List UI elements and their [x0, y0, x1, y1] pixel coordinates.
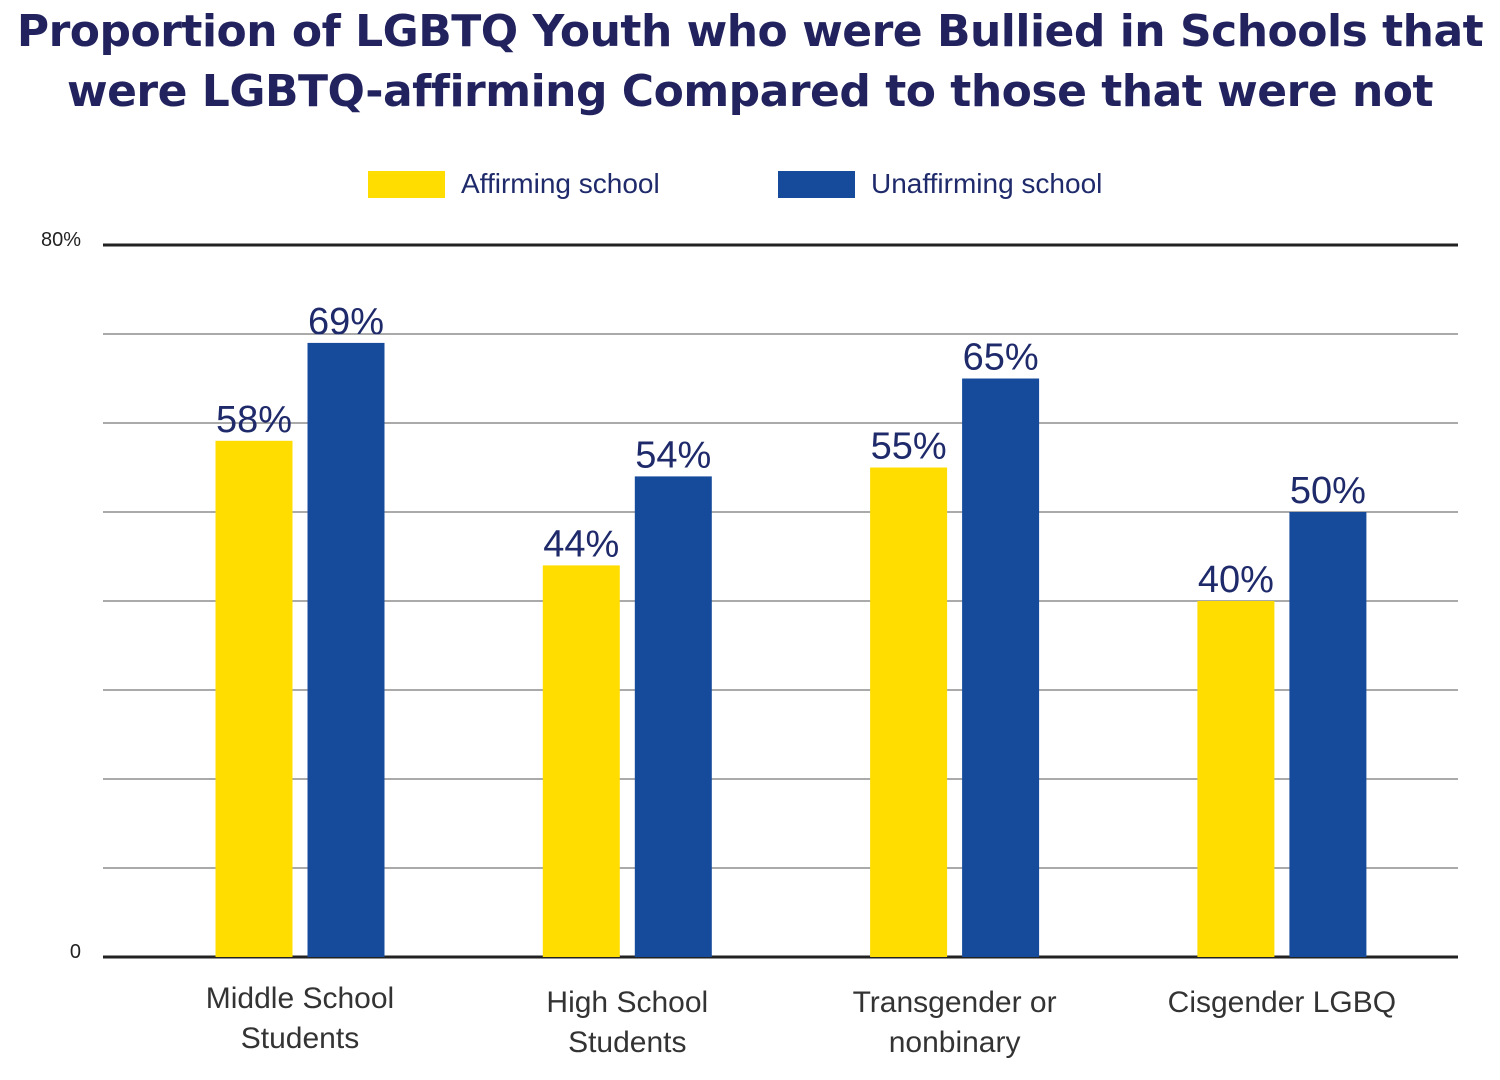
- x-tick-label: Middle School: [206, 982, 394, 1015]
- x-tick-label: Students: [568, 1026, 686, 1059]
- x-tick-label: High School: [546, 986, 708, 1019]
- title-line-1: Proportion of LGBTQ Youth who were Bulli…: [16, 6, 1484, 57]
- bar-unaffirming: [634, 476, 712, 957]
- y-tick-label: 0: [70, 941, 81, 963]
- bar-unaffirming: [307, 342, 385, 957]
- x-tick-label: nonbinary: [889, 1026, 1021, 1059]
- data-label: 40%: [1198, 559, 1274, 601]
- data-label: 65%: [963, 337, 1039, 379]
- data-label: 69%: [308, 301, 384, 343]
- title-line-2: were LGBTQ-affirming Compared to those t…: [66, 66, 1434, 117]
- bar-affirming: [870, 467, 948, 957]
- bar-unaffirming: [962, 378, 1040, 957]
- bar-affirming: [215, 440, 293, 957]
- chart-title: Proportion of LGBTQ Youth who were Bulli…: [0, 2, 1500, 122]
- bar-unaffirming: [1289, 512, 1367, 957]
- x-tick-label: Cisgender LGBQ: [1168, 986, 1396, 1019]
- legend-label-affirming: Affirming school: [461, 168, 660, 199]
- bar-affirming: [542, 565, 620, 957]
- legend-swatch-affirming: [368, 170, 445, 198]
- data-label: 54%: [635, 434, 711, 476]
- legend-label-unaffirming: Unaffirming school: [871, 168, 1103, 199]
- data-label: 55%: [871, 426, 947, 468]
- data-label: 44%: [543, 523, 619, 565]
- data-label: 58%: [216, 399, 292, 441]
- y-tick-label: 80%: [41, 229, 81, 251]
- bar-affirming: [1197, 601, 1275, 957]
- data-label: 50%: [1290, 470, 1366, 512]
- legend-swatch-unaffirming: [778, 170, 855, 198]
- x-tick-label: Students: [241, 1022, 359, 1055]
- legend-item-unaffirming: Unaffirming school: [778, 168, 1102, 200]
- legend-item-affirming: Affirming school: [368, 168, 660, 200]
- x-tick-label: Transgender or: [853, 986, 1057, 1019]
